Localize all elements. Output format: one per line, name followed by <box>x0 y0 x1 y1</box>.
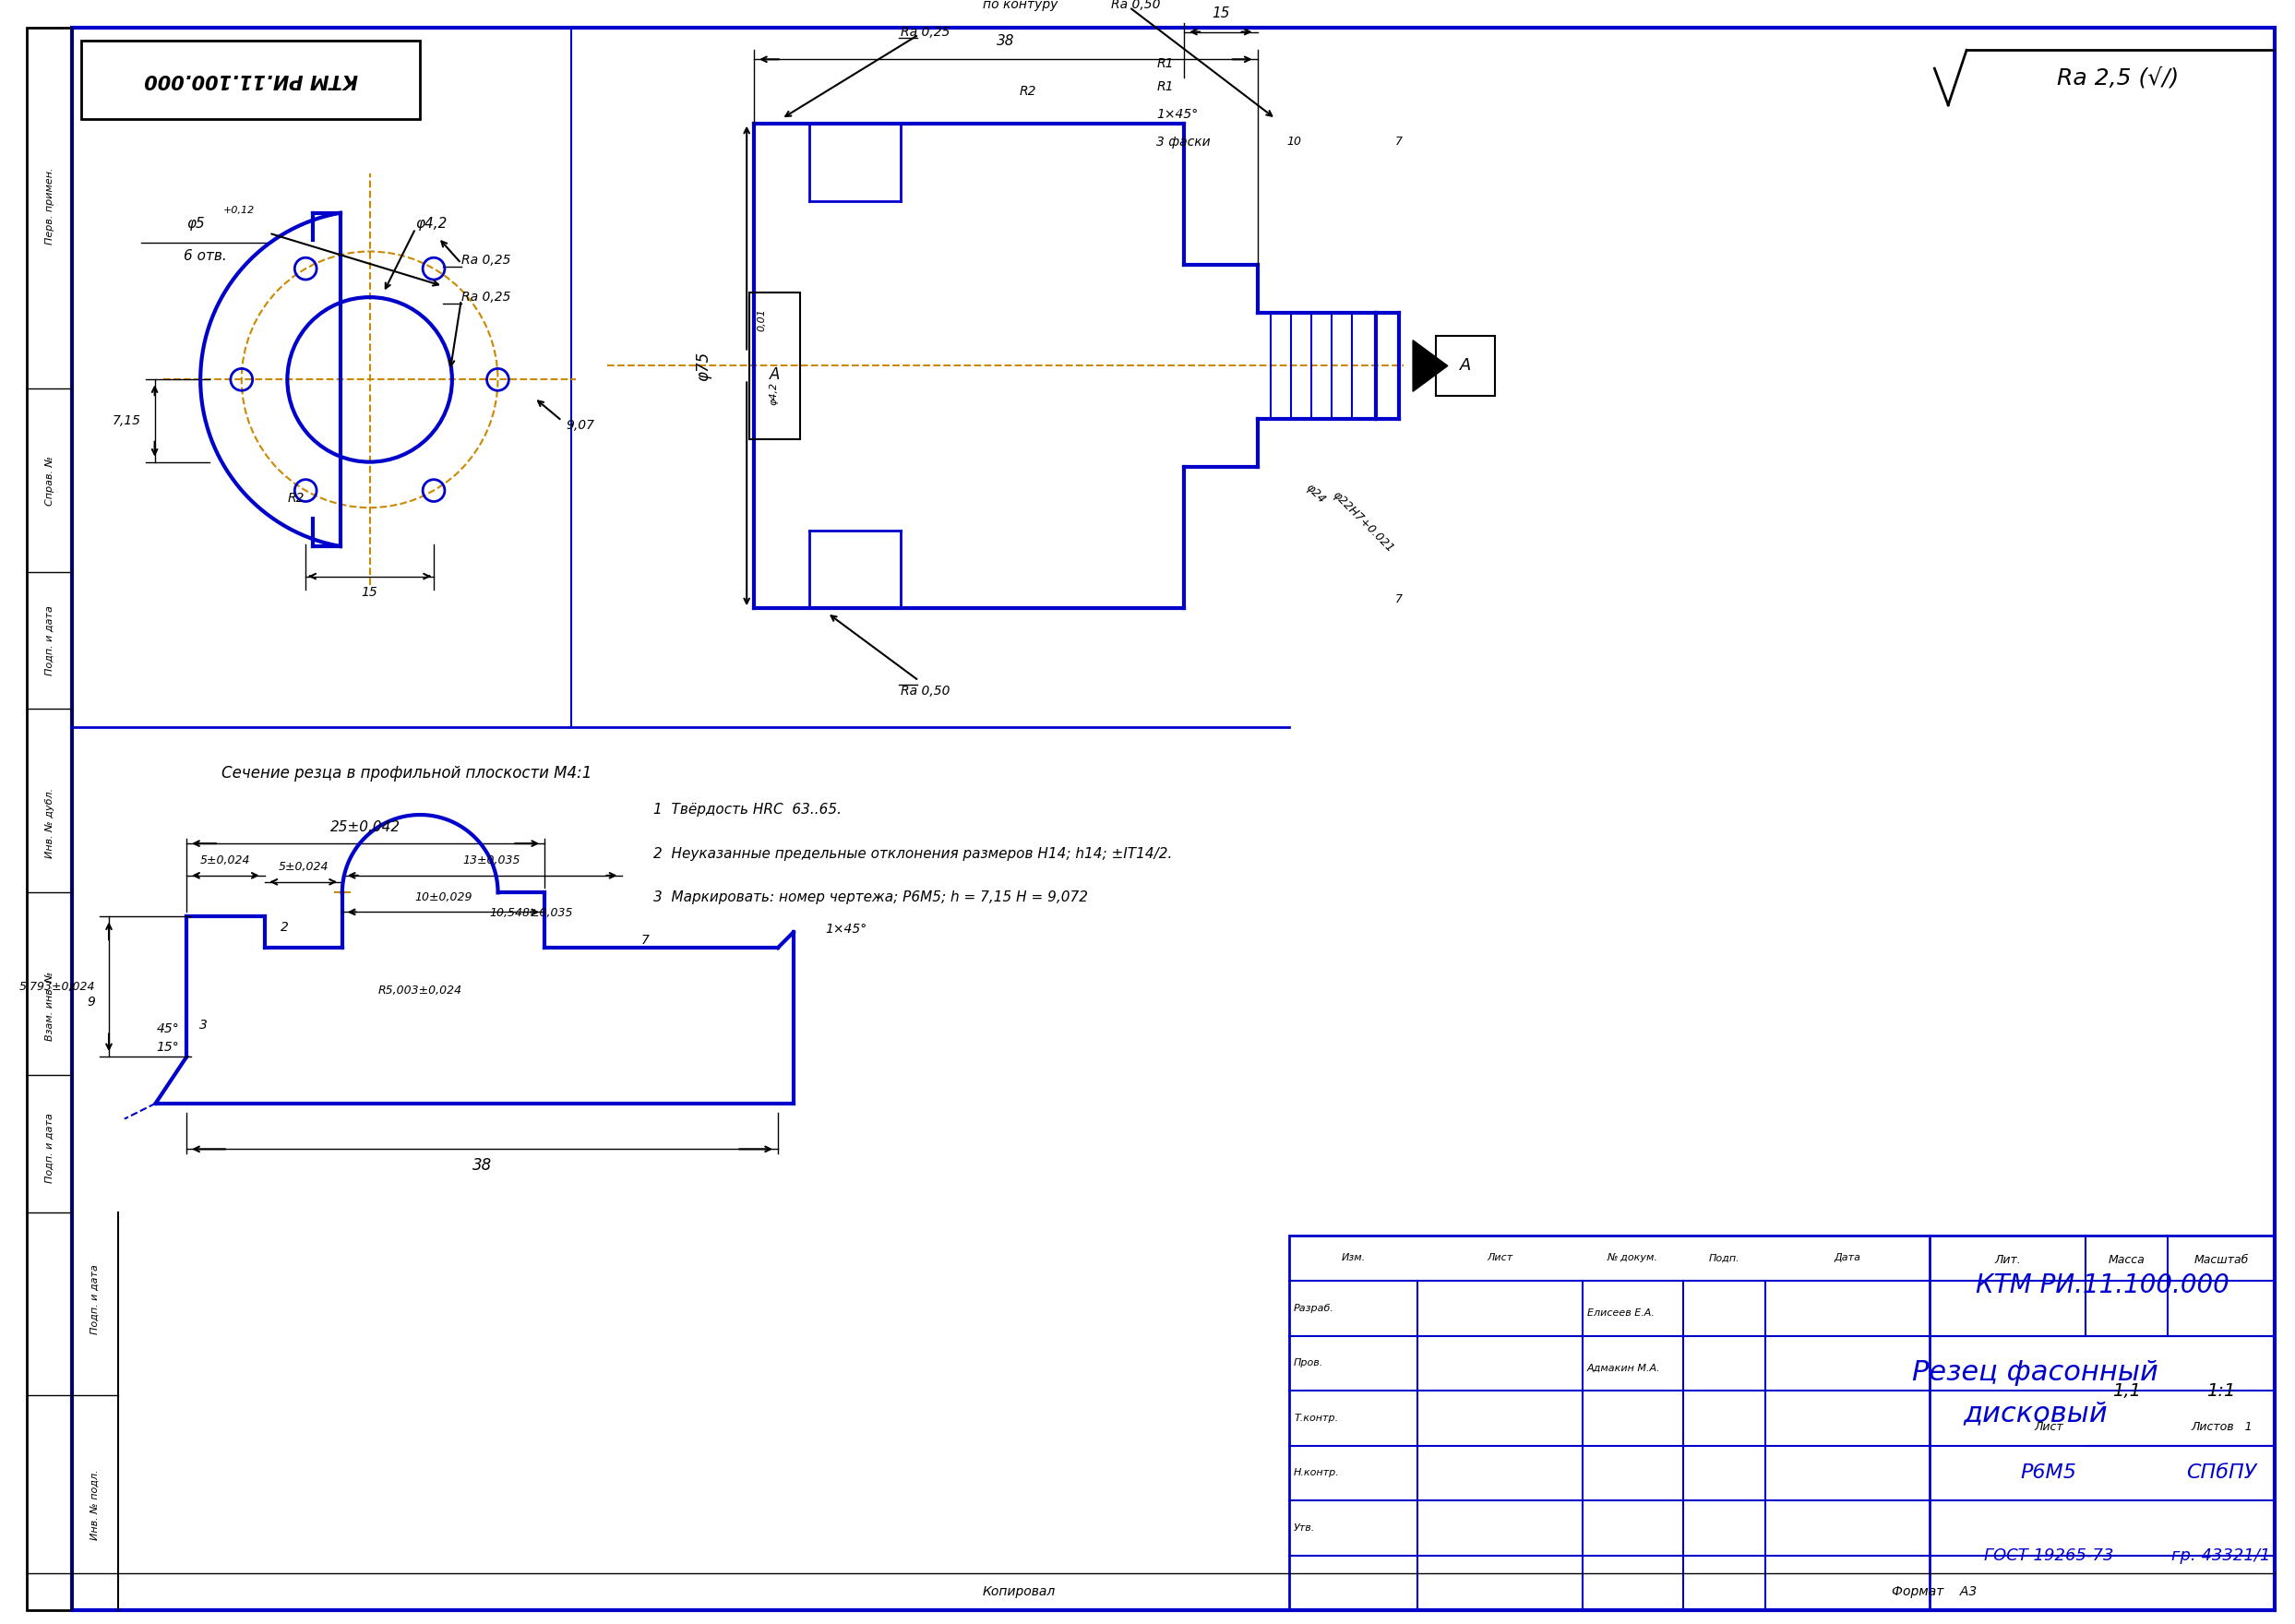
Text: 5±0,024: 5±0,024 <box>200 854 250 867</box>
Text: КТМ РИ.11.100.000: КТМ РИ.11.100.000 <box>145 70 358 89</box>
Text: Лит.: Лит. <box>1994 1254 2022 1267</box>
Text: 15: 15 <box>363 586 379 599</box>
Text: 1×45°: 1×45° <box>826 922 868 935</box>
Text: Ra 0,25: Ra 0,25 <box>900 26 950 39</box>
Text: Пров.: Пров. <box>1294 1359 1324 1367</box>
Text: Копировал: Копировал <box>982 1585 1056 1598</box>
Text: Лист: Лист <box>2033 1421 2063 1434</box>
Text: 15: 15 <box>1212 6 1230 21</box>
Text: 0,01: 0,01 <box>757 309 767 331</box>
Text: A: A <box>1460 357 1471 374</box>
Text: дисковый: дисковый <box>1962 1400 2107 1427</box>
Text: 10±0,029: 10±0,029 <box>415 892 473 903</box>
Text: 10,548±0,035: 10,548±0,035 <box>489 906 571 919</box>
Text: СПбПУ: СПбПУ <box>2187 1463 2256 1483</box>
Text: R2: R2 <box>1019 84 1037 97</box>
Text: Разраб.: Разраб. <box>1294 1304 1333 1312</box>
Text: 38: 38 <box>473 1158 491 1174</box>
Text: Утв.: Утв. <box>1294 1523 1315 1533</box>
Text: гр. 43321/1: гр. 43321/1 <box>2171 1548 2272 1564</box>
Text: 45°: 45° <box>156 1021 179 1034</box>
Text: Изм.: Изм. <box>1340 1254 1366 1262</box>
Text: R1: R1 <box>1157 57 1173 70</box>
Text: 1×45°: 1×45° <box>1157 107 1198 120</box>
Bar <box>750 292 799 438</box>
Text: 7: 7 <box>1395 593 1402 606</box>
Text: Взам. инв. №: Взам. инв. № <box>46 971 55 1041</box>
Text: Листов   1: Листов 1 <box>2192 1421 2251 1434</box>
Text: Формат    А3: Формат А3 <box>1891 1585 1976 1598</box>
Text: Инв. № дубл.: Инв. № дубл. <box>46 788 55 859</box>
Text: 3 фаски: 3 фаски <box>1157 135 1212 148</box>
Text: 15°: 15° <box>156 1041 179 1054</box>
Text: φ24: φ24 <box>1304 482 1327 507</box>
Text: 7: 7 <box>640 934 649 947</box>
Text: 10: 10 <box>1287 136 1301 148</box>
Text: Ra 2,5 (√/): Ra 2,5 (√/) <box>2056 67 2178 89</box>
Bar <box>1290 1236 2274 1611</box>
Text: Н.контр.: Н.контр. <box>1294 1468 1340 1478</box>
Text: 1  Твёрдость HRC  63..65.: 1 Твёрдость HRC 63..65. <box>654 802 842 817</box>
Text: Масса: Масса <box>2109 1254 2146 1267</box>
Text: 13±0,035: 13±0,035 <box>464 854 521 867</box>
Text: +0,12: +0,12 <box>223 206 255 214</box>
Text: Сечение резца в профильной плоскости М4:1: Сечение резца в профильной плоскости М4:… <box>220 765 592 781</box>
Text: 25±0,042: 25±0,042 <box>330 820 402 835</box>
Text: Т.контр.: Т.контр. <box>1294 1413 1338 1423</box>
Polygon shape <box>1414 339 1448 391</box>
Text: 38: 38 <box>996 34 1014 49</box>
Text: R5,003±0,024: R5,003±0,024 <box>379 984 461 997</box>
Text: Лист: Лист <box>1487 1254 1512 1262</box>
Text: φ4,2: φ4,2 <box>769 382 778 404</box>
Text: 7: 7 <box>1395 136 1402 148</box>
Text: 6 отв.: 6 отв. <box>184 248 227 263</box>
Text: 1,1: 1,1 <box>2111 1382 2141 1400</box>
Text: Ra 0,50: Ra 0,50 <box>1111 0 1161 11</box>
Text: по контуру: по контуру <box>982 0 1058 11</box>
Text: Инв. № подл.: Инв. № подл. <box>90 1470 99 1541</box>
Text: Р6М5: Р6М5 <box>2022 1463 2077 1483</box>
Text: 1:1: 1:1 <box>2208 1382 2235 1400</box>
Text: Масштаб: Масштаб <box>2194 1254 2249 1267</box>
Text: 9,07: 9,07 <box>567 419 594 432</box>
Text: Подп. и дата: Подп. и дата <box>46 1112 55 1184</box>
Text: 5±0,024: 5±0,024 <box>278 861 328 874</box>
Text: № докум.: № докум. <box>1606 1254 1657 1262</box>
Text: Подп. и дата: Подп. и дата <box>90 1263 99 1335</box>
Text: Подп.: Подп. <box>1707 1254 1740 1262</box>
Text: R1: R1 <box>1157 80 1173 93</box>
Text: 9: 9 <box>87 996 94 1009</box>
Text: Резец фасонный: Резец фасонный <box>1912 1359 2157 1385</box>
Text: R2: R2 <box>287 492 305 505</box>
Text: φ75: φ75 <box>695 351 711 380</box>
Text: φ4,2: φ4,2 <box>415 218 448 231</box>
Text: 7,15: 7,15 <box>112 414 140 427</box>
Text: 2: 2 <box>280 921 289 934</box>
Text: φ5: φ5 <box>186 218 204 231</box>
Text: Подп. и дата: Подп. и дата <box>46 606 55 676</box>
Text: φ22H7+0.021: φ22H7+0.021 <box>1331 489 1398 554</box>
Text: 3: 3 <box>200 1020 207 1031</box>
Bar <box>1437 336 1496 396</box>
Text: Елисеев Е.А.: Елисеев Е.А. <box>1586 1309 1655 1317</box>
Text: A: A <box>769 367 780 383</box>
Text: 5,793±0,024: 5,793±0,024 <box>18 981 94 992</box>
Text: Адмакин М.А.: Адмакин М.А. <box>1586 1363 1659 1372</box>
Text: Ra 0,25: Ra 0,25 <box>461 291 509 304</box>
Text: Перв. примен.: Перв. примен. <box>46 167 55 244</box>
Text: Ra 0,50: Ra 0,50 <box>900 684 950 697</box>
Text: ГОСТ 19265-73: ГОСТ 19265-73 <box>1985 1548 2114 1564</box>
Text: КТМ РИ.11.100.000: КТМ РИ.11.100.000 <box>1976 1273 2228 1298</box>
Text: Ra 0,25: Ra 0,25 <box>461 255 509 266</box>
Text: Справ. №: Справ. № <box>46 455 55 505</box>
Text: Дата: Дата <box>1834 1254 1861 1262</box>
Text: 3  Маркировать: номер чертежа; Р6М5; h = 7,15 H = 9,072: 3 Маркировать: номер чертежа; Р6М5; h = … <box>654 890 1088 905</box>
Text: 2  Неуказанные предельные отклонения размеров H14; h14; ±IT14/2.: 2 Неуказанные предельные отклонения разм… <box>654 846 1173 861</box>
Bar <box>80 41 420 119</box>
